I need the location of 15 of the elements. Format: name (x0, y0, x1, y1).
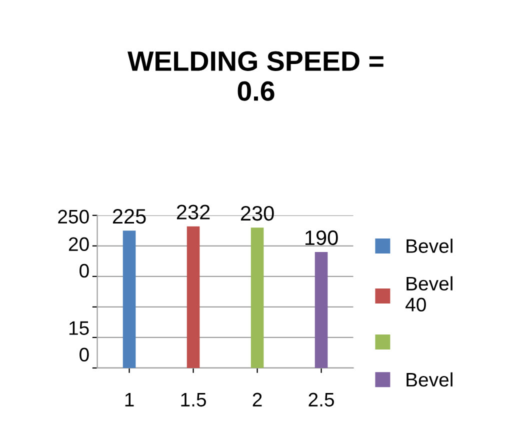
text: 20 0 (68, 237, 89, 278)
x-tick-label: 2 (252, 392, 262, 406)
legend-label: Bevel (406, 238, 452, 253)
x-tick-label: 1 (125, 393, 134, 406)
x-tick-label: 1.5 (181, 393, 206, 407)
data-label: 225 (112, 208, 146, 224)
text: 250 (58, 210, 89, 224)
data-label: 232 (176, 204, 210, 220)
x-tick-label: 2.5 (308, 392, 334, 407)
data-label: 190 (305, 230, 338, 246)
chart-title: WELDING SPEED = 0.6 (128, 51, 384, 101)
data-label: 230 (240, 206, 274, 221)
legend-label: Bevel 40 (406, 276, 452, 312)
text: 15 0 (69, 321, 89, 362)
legend-label: Bevel (406, 372, 452, 387)
